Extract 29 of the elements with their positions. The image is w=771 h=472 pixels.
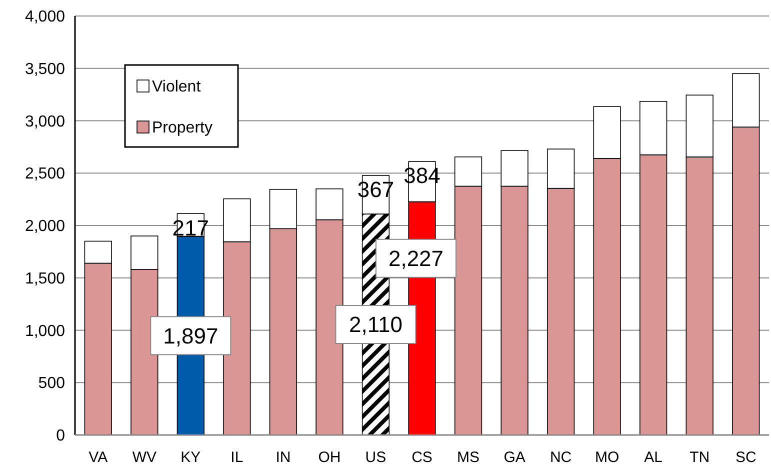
- data-label: 1,897: [163, 323, 218, 348]
- y-tick-label: 2,000: [24, 218, 66, 236]
- y-tick-label: 1,000: [24, 322, 66, 340]
- x-tick-label: CS: [412, 449, 432, 466]
- x-tick-label: OH: [318, 449, 341, 466]
- y-tick-label: 500: [38, 375, 66, 392]
- x-tick-label: VA: [88, 449, 108, 466]
- data-label: 2,227: [388, 246, 444, 272]
- x-tick-label: AL: [644, 449, 663, 466]
- y-tick-label: 1,500: [24, 270, 66, 288]
- x-tick-label: NC: [550, 449, 572, 466]
- legend-label: Violent: [152, 78, 202, 96]
- y-tick-label: 3,500: [24, 60, 66, 78]
- x-tick-label: KY: [180, 449, 201, 466]
- data-label: 2,110: [349, 312, 402, 338]
- y-tick-label: 2,500: [24, 166, 66, 183]
- x-tick-label: MO: [594, 449, 620, 466]
- x-tick-label: IN: [276, 449, 291, 466]
- x-tick-label: MS: [457, 449, 480, 466]
- y-tick-label: 0: [56, 428, 66, 445]
- y-tick-label: 3,000: [24, 113, 66, 130]
- x-tick-label: GA: [504, 449, 526, 466]
- y-tick-label: 4,000: [24, 8, 66, 26]
- x-tick-label: US: [365, 449, 386, 466]
- x-tick-label: IL: [230, 449, 244, 466]
- x-tick-label: WV: [132, 449, 156, 466]
- x-tick-label: TN: [690, 449, 710, 466]
- x-tick-label: SC: [735, 449, 756, 466]
- legend-label: Property: [152, 120, 212, 137]
